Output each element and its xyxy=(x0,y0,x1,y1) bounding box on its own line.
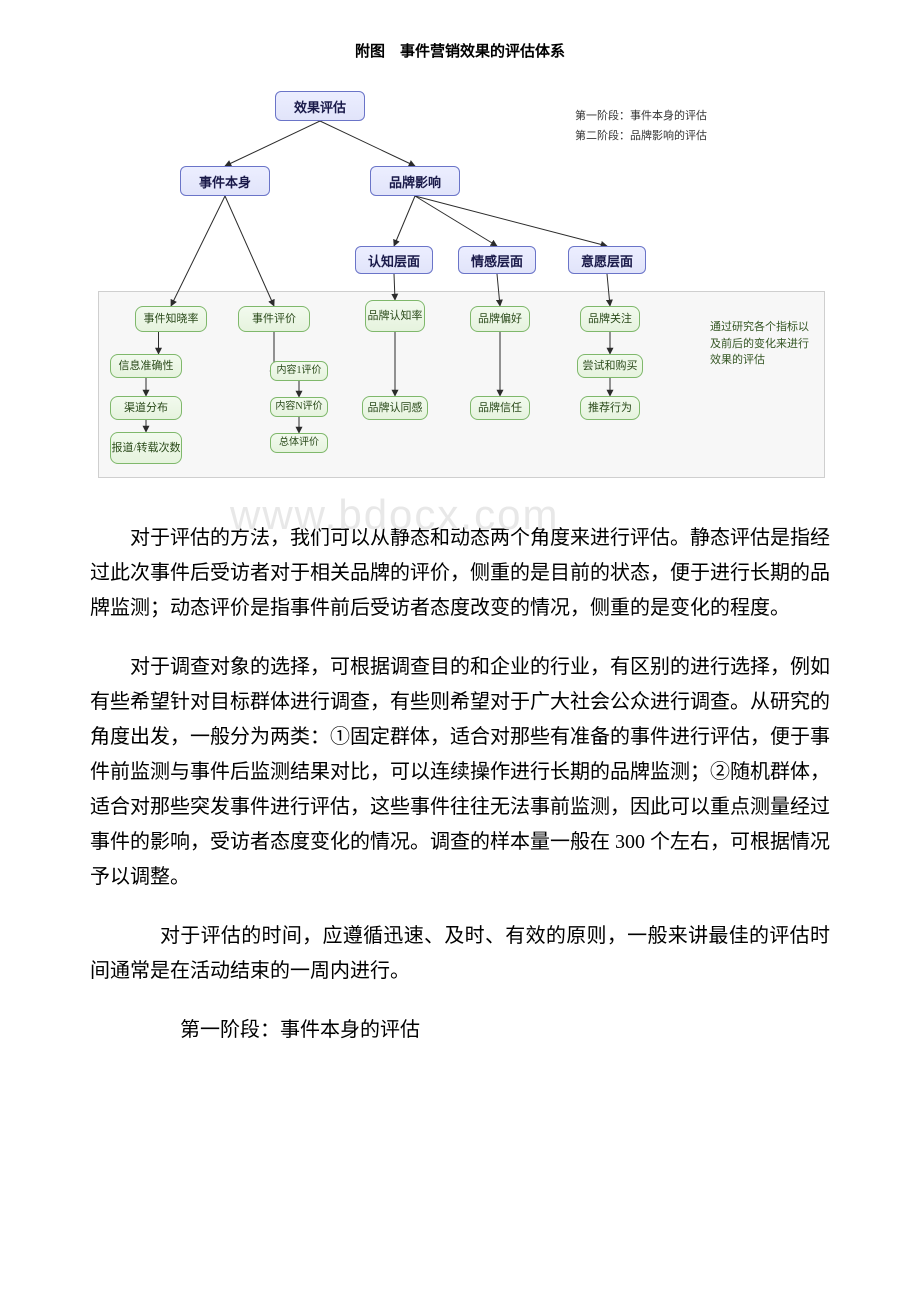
node-eventSelf: 事件本身 xyxy=(180,166,270,196)
node-b_iden: 品牌认同感 xyxy=(362,396,428,420)
node-b_attn: 品牌关注 xyxy=(580,306,640,332)
node-root: 效果评估 xyxy=(275,91,365,121)
node-all_eval: 总体评价 xyxy=(270,433,328,453)
node-intention: 意愿层面 xyxy=(568,246,646,274)
diagram-area: 效果评估事件本身品牌影响认知层面情感层面意愿层面事件知晓率事件评价品牌认知率品牌… xyxy=(90,81,830,481)
paragraph-2: 对于调查对象的选择，可根据调查目的和企业的行业，有区别的进行选择，例如有些希望针… xyxy=(90,650,830,895)
legend-line-1: 第一阶段：事件本身的评估 xyxy=(575,109,795,123)
node-try_buy: 尝试和购买 xyxy=(577,354,643,378)
node-ev_eval: 事件评价 xyxy=(238,306,310,332)
section-head-phase1: 第一阶段：事件本身的评估 xyxy=(90,1013,830,1048)
side-note: 通过研究各个指标以及前后的变化来进行效果的评估 xyxy=(710,319,810,369)
diagram-title: 附图 事件营销效果的评估体系 xyxy=(90,40,830,61)
node-contN: 内容N评价 xyxy=(270,397,328,417)
node-report: 报道/转载次数 xyxy=(110,432,182,464)
legend: 第一阶段：事件本身的评估 第二阶段：品牌影响的评估 xyxy=(575,109,795,150)
node-reco: 推荐行为 xyxy=(580,396,640,420)
node-ev_know: 事件知晓率 xyxy=(135,306,207,332)
node-b_pref: 品牌偏好 xyxy=(470,306,530,332)
paragraph-3: 对于评估的时间，应遵循迅速、及时、有效的原则，一般来讲最佳的评估时间通常是在活动… xyxy=(90,919,830,989)
node-cont1: 内容1评价 xyxy=(270,361,328,381)
node-emotion: 情感层面 xyxy=(458,246,536,274)
paragraph-1: 对于评估的方法，我们可以从静态和动态两个角度来进行评估。静态评估是指经过此次事件… xyxy=(90,521,830,626)
node-brandImpact: 品牌影响 xyxy=(370,166,460,196)
node-channel: 渠道分布 xyxy=(110,396,182,420)
legend-line-2: 第二阶段：品牌影响的评估 xyxy=(575,129,795,143)
node-cognition: 认知层面 xyxy=(355,246,433,274)
node-b_know: 品牌认知率 xyxy=(365,300,425,332)
node-b_trust: 品牌信任 xyxy=(470,396,530,420)
node-info_acc: 信息准确性 xyxy=(110,354,182,378)
